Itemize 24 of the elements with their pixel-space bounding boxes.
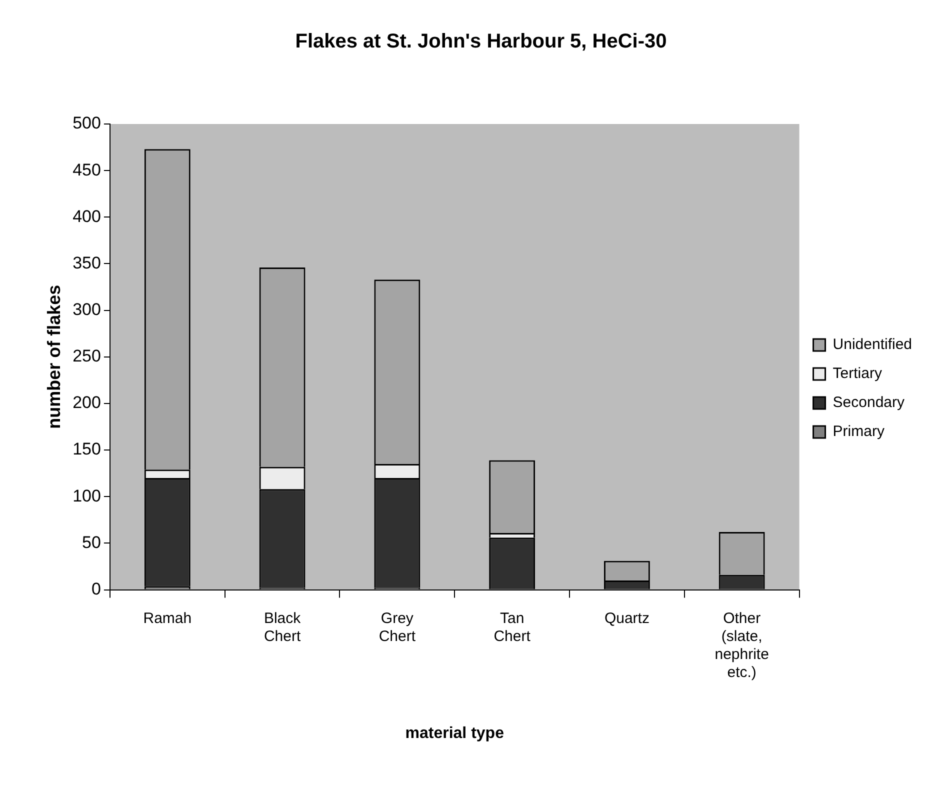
x-tick-label: Quartz xyxy=(604,610,650,627)
y-tick-label: 500 xyxy=(72,114,101,133)
y-tick-label: 50 xyxy=(82,532,101,552)
y-tick-label: 300 xyxy=(72,300,101,320)
y-tick-label: 350 xyxy=(72,253,101,272)
legend-label: Primary xyxy=(832,423,885,440)
chart-title: Flakes at St. John's Harbour 5, HeCi-30 xyxy=(295,30,667,53)
x-tick-label: Other (slate, nephrite etc.) xyxy=(714,610,769,681)
x-tick-label: Tan Chert xyxy=(494,610,532,645)
x-axis-title: material type xyxy=(405,724,504,742)
legend-label: Tertiary xyxy=(832,365,882,382)
y-tick-label: 250 xyxy=(72,346,101,366)
legend-label: Unidentified xyxy=(832,336,912,354)
x-tick-label: Black Chert xyxy=(264,610,302,645)
y-tick-label: 200 xyxy=(72,393,101,412)
y-tick-label: 450 xyxy=(72,160,101,180)
y-tick-label: 400 xyxy=(72,206,101,226)
legend-label: Secondary xyxy=(832,394,905,412)
y-axis-title: number of flakes xyxy=(44,284,64,429)
x-tick-label: Ramah xyxy=(143,610,192,627)
y-tick-label: 150 xyxy=(72,440,101,459)
x-tick-label: Grey Chert xyxy=(378,610,416,645)
y-tick-label: 0 xyxy=(91,579,101,598)
y-tick-label: 100 xyxy=(72,486,101,506)
